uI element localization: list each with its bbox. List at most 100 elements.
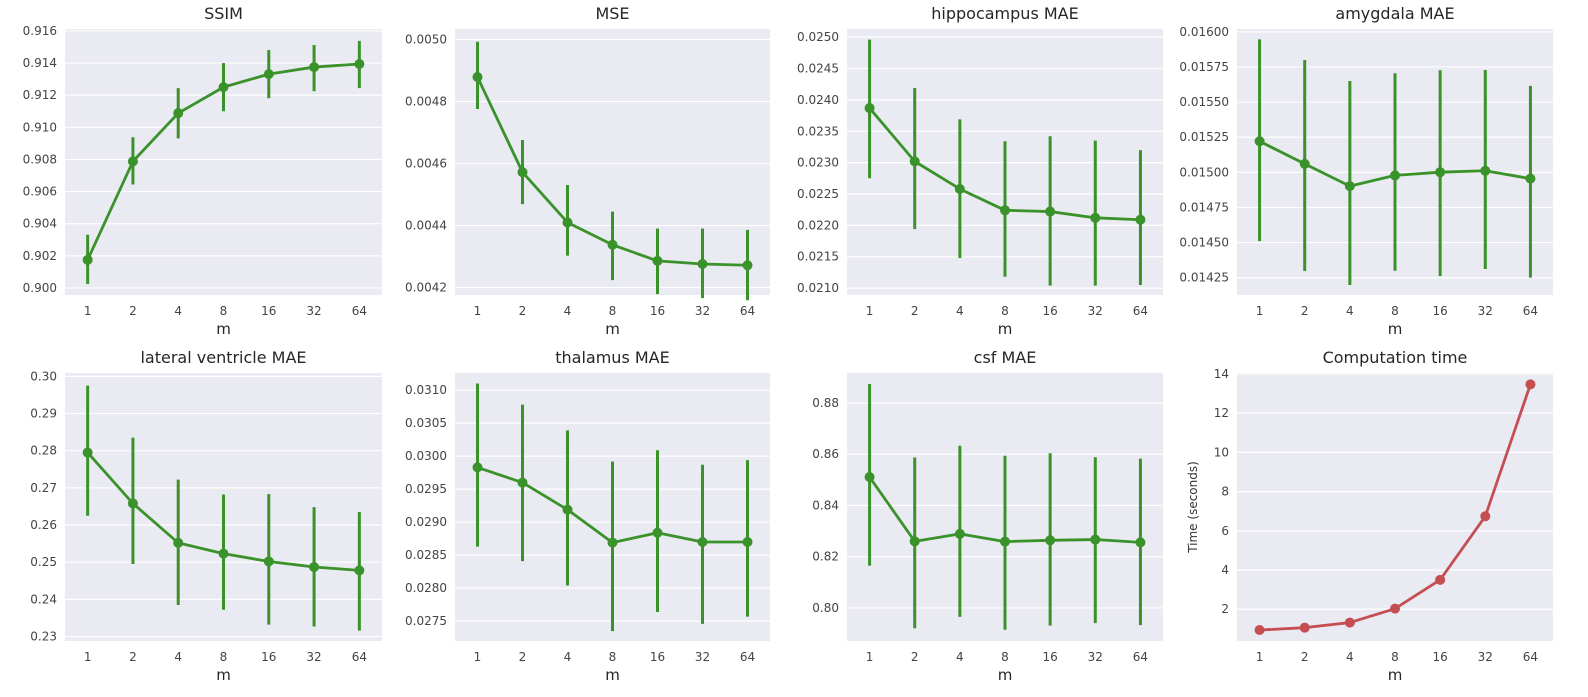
subplot-0: 0.900 0.902 0.904 0.906 0.908 0.910 0.912 0.914… [23, 4, 382, 338]
x-tick-label: 16 [261, 650, 276, 664]
subplot-title: thalamus MAE [555, 348, 669, 367]
x-tick-label: 32 [306, 650, 321, 664]
data-point [1390, 603, 1400, 614]
x-axis-label: m [216, 666, 231, 684]
data-point [652, 527, 663, 538]
x-axis-label: m [1388, 320, 1403, 338]
data-point [562, 217, 573, 228]
data-point [1254, 136, 1265, 147]
x-axis-label: m [605, 666, 620, 684]
x-tick-label: 64 [740, 304, 755, 318]
y-tick-label: 0.0042 [405, 281, 447, 295]
x-tick-label: 4 [564, 304, 572, 318]
x-tick-label: 64 [1523, 304, 1538, 318]
x-tick-label: 8 [609, 304, 617, 318]
y-tick-label: 0.86 [812, 447, 839, 461]
y-tick-label: 0.0295 [405, 482, 447, 496]
y-tick-label: 0.80 [812, 601, 839, 615]
y-tick-label: 0.28 [30, 444, 57, 458]
y-tick-label: 0.01600 [1179, 25, 1229, 39]
x-tick-label: 32 [306, 304, 321, 318]
x-tick-label: 4 [1346, 304, 1354, 318]
y-tick-label: 10 [1214, 445, 1229, 459]
y-tick-label: 0.906 [23, 185, 57, 199]
data-point [1045, 535, 1056, 546]
x-tick-label: 2 [519, 304, 527, 318]
x-tick-label: 64 [352, 304, 367, 318]
data-point [1254, 625, 1265, 636]
y-tick-label: 0.01425 [1179, 271, 1229, 285]
data-point [1344, 181, 1355, 192]
data-point [472, 462, 483, 473]
y-tick-label: 0.0048 [405, 95, 447, 109]
x-tick-label: 32 [695, 650, 710, 664]
x-tick-label: 2 [1301, 304, 1309, 318]
data-point [954, 183, 965, 194]
y-tick-label: 0.0225 [797, 187, 839, 201]
y-tick-label: 0.0290 [405, 515, 447, 529]
x-tick-label: 8 [609, 650, 617, 664]
data-point [1000, 205, 1010, 216]
data-point [1435, 167, 1446, 178]
data-point [1344, 617, 1355, 628]
subplot-title: hippocampus MAE [931, 4, 1078, 23]
x-tick-label: 1 [1256, 650, 1264, 664]
y-tick-label: 0.84 [812, 498, 839, 512]
data-point [1299, 622, 1310, 633]
x-tick-label: 64 [1133, 304, 1148, 318]
data-point [909, 536, 920, 547]
data-point [697, 536, 708, 547]
x-tick-label: 1 [474, 650, 482, 664]
y-tick-label: 0.0220 [797, 218, 839, 232]
y-tick-label: 0.26 [30, 518, 57, 532]
y-tick-label: 0.0240 [797, 93, 839, 107]
subplot-6: 0.80 0.82 0.84 0.86 0.88 1 2 4 8 16 32 64 csf MAE m [812, 348, 1163, 684]
data-point [864, 472, 875, 483]
x-tick-label: 32 [1478, 304, 1493, 318]
x-tick-label: 64 [1523, 650, 1538, 664]
subplot-4: 0.23 0.24 0.25 0.26 0.27 0.28 0.29 0.30 1 2 4 8 16 32… [30, 348, 382, 684]
x-tick-label: 1 [866, 304, 874, 318]
y-tick-label: 0.0300 [405, 449, 447, 463]
data-point [1000, 536, 1010, 547]
plot-area [1237, 373, 1553, 641]
y-tick-label: 0.0235 [797, 124, 839, 138]
x-tick-label: 2 [129, 304, 137, 318]
y-tick-label: 0.902 [23, 249, 57, 263]
y-tick-label: 0.01550 [1179, 95, 1229, 109]
y-tick-label: 0.01450 [1179, 236, 1229, 250]
subplot-title: lateral ventricle MAE [140, 348, 306, 367]
y-tick-label: 6 [1221, 524, 1229, 538]
data-point [218, 82, 229, 93]
data-point [909, 156, 920, 167]
data-point [127, 156, 138, 167]
data-point [954, 528, 965, 539]
x-tick-label: 1 [866, 650, 874, 664]
y-tick-label: 0.0050 [405, 33, 447, 47]
subplot-title: SSIM [204, 4, 243, 23]
x-tick-label: 64 [740, 650, 755, 664]
x-tick-label: 32 [1088, 304, 1103, 318]
data-point [697, 258, 708, 269]
y-tick-label: 2 [1221, 602, 1229, 616]
data-point [652, 255, 663, 266]
y-tick-label: 0.0275 [405, 614, 447, 628]
data-point [309, 62, 320, 73]
y-tick-label: 0.29 [30, 407, 57, 421]
y-tick-label: 0.82 [812, 550, 839, 564]
y-tick-label: 0.0245 [797, 62, 839, 76]
x-tick-label: 64 [352, 650, 367, 664]
data-point [517, 167, 528, 178]
y-tick-label: 0.27 [30, 481, 57, 495]
y-tick-label: 0.0285 [405, 548, 447, 562]
data-point [864, 103, 875, 114]
data-point [1135, 214, 1146, 225]
y-tick-label: 0.916 [23, 24, 57, 38]
x-tick-label: 8 [1001, 650, 1009, 664]
y-tick-label: 0.01475 [1179, 200, 1229, 214]
data-point [1480, 165, 1491, 176]
data-point [1045, 206, 1056, 217]
x-tick-label: 16 [261, 304, 276, 318]
x-tick-label: 32 [695, 304, 710, 318]
